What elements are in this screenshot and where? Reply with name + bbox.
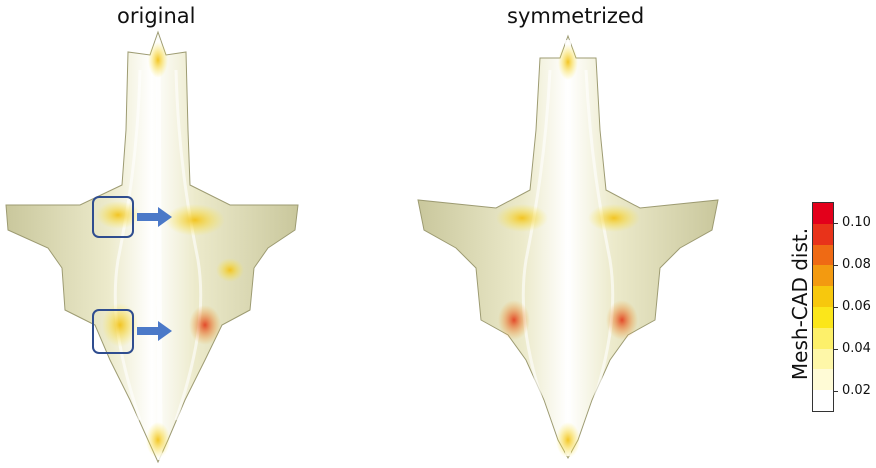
highlight-box-lower	[92, 309, 134, 354]
colorbar-band	[813, 348, 833, 370]
colorbar-tick-label: 0.10	[842, 215, 871, 230]
original-aircraft-mesh	[5, 30, 299, 464]
colorbar-band	[813, 223, 833, 245]
colorbar	[812, 202, 834, 412]
colorbar-tick-label: 0.02	[842, 383, 871, 398]
arrow-right-icon	[137, 321, 172, 341]
colorbar-tick-mark	[833, 223, 838, 224]
highlight-box-upper	[92, 196, 134, 238]
symmetrized-aircraft-mesh	[417, 34, 719, 460]
colorbar-tick-mark	[833, 391, 838, 392]
colorbar-band	[813, 244, 833, 266]
panel-title-original: original	[117, 4, 196, 28]
colorbar-tick-mark	[833, 349, 838, 350]
colorbar-tick-label: 0.08	[842, 257, 871, 272]
colorbar-band	[813, 369, 833, 391]
colorbar-tick-label: 0.06	[842, 299, 871, 314]
colorbar-tick-mark	[833, 265, 838, 266]
arrow-right-icon	[137, 207, 172, 227]
colorbar-band	[813, 390, 833, 411]
panel-title-symmetrized: symmetrized	[507, 4, 645, 28]
colorbar-tick-mark	[833, 307, 838, 308]
colorbar-band	[813, 286, 833, 307]
colorbar-tick-label: 0.04	[842, 341, 871, 356]
colorbar-band	[813, 306, 833, 328]
colorbar-band	[813, 327, 833, 349]
colorbar-band	[813, 265, 833, 287]
colorbar-band	[813, 203, 833, 224]
colorbar-label: Mesh-CAD dist.	[788, 227, 812, 381]
